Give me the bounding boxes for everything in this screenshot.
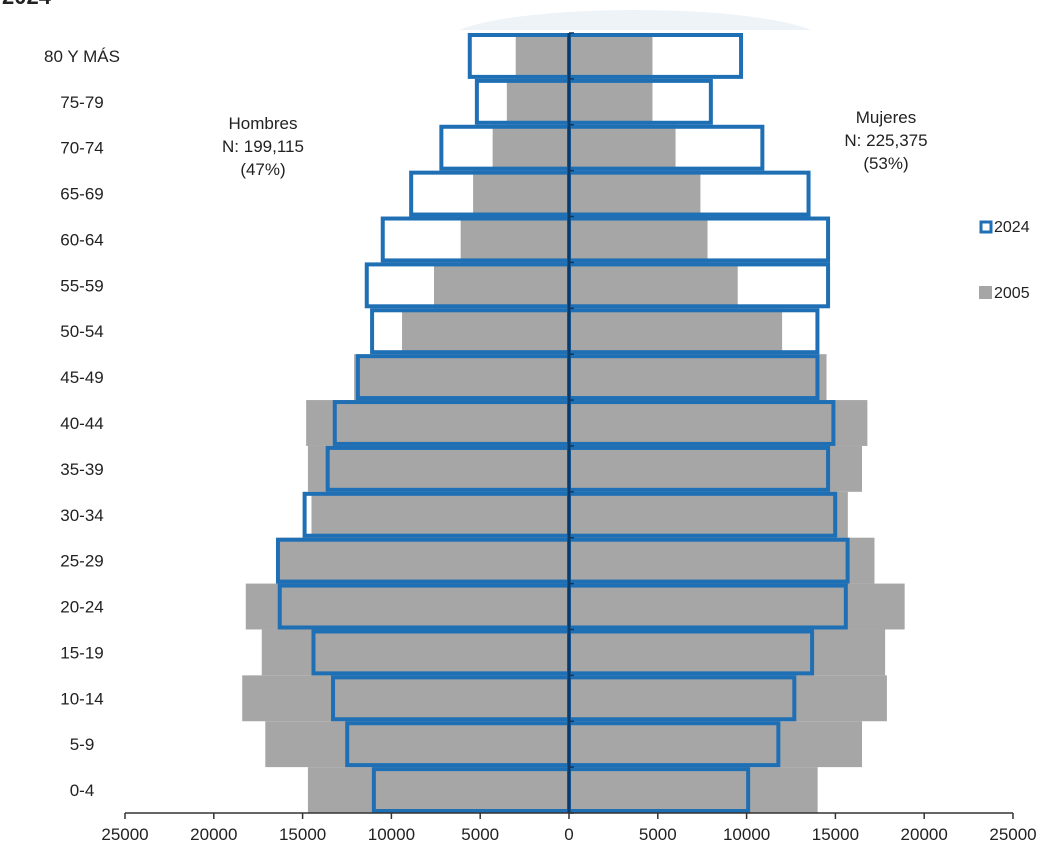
x-tick-label: 15000 bbox=[279, 825, 326, 844]
y-tick-label: 45-49 bbox=[60, 368, 103, 387]
male-annotation-line: N: 199,115 bbox=[222, 137, 304, 156]
bar-2005-female bbox=[569, 400, 868, 446]
y-tick-label: 40-44 bbox=[60, 414, 103, 433]
bar-2005-female bbox=[569, 537, 875, 584]
legend-label-2005: 2005 bbox=[994, 285, 1030, 302]
bar-2005-female bbox=[569, 721, 863, 768]
bar-2005-male bbox=[473, 170, 569, 217]
bar-2005-female bbox=[569, 78, 653, 125]
male-annotation-line: (47%) bbox=[240, 160, 285, 179]
x-tick-label: 10000 bbox=[723, 825, 770, 844]
bar-2005-male bbox=[242, 675, 569, 722]
x-tick-label: 5000 bbox=[639, 825, 677, 844]
chart-title: 2024 bbox=[2, 0, 52, 9]
x-tick-label: 20000 bbox=[901, 825, 948, 844]
y-axis-labels: 0-4 5-9 10-14 15-19 20-24 25-29 30-34 35-39 40-4… bbox=[44, 47, 120, 800]
y-tick-label: 60-64 bbox=[60, 230, 103, 249]
bar-2005-female bbox=[569, 629, 886, 676]
male-annotation: Hombres N: 199,115 (47%) bbox=[222, 114, 304, 179]
bar-2005-male bbox=[245, 583, 569, 630]
y-tick-label: 25-29 bbox=[60, 552, 103, 571]
x-tick-label: 5000 bbox=[461, 825, 499, 844]
bar-2005-male bbox=[307, 767, 569, 813]
bar-2005-female bbox=[569, 216, 708, 263]
x-tick-label: 25000 bbox=[101, 825, 148, 844]
bar-2005-female bbox=[569, 124, 676, 171]
bar-2005-male bbox=[515, 33, 569, 79]
x-tick-label: 0 bbox=[564, 825, 573, 844]
series-2005-bars bbox=[242, 33, 905, 813]
female-annotation-line: (53%) bbox=[863, 154, 908, 173]
bar-2005-male bbox=[506, 78, 569, 125]
bar-2005-male bbox=[265, 721, 569, 768]
y-tick-label: 0-4 bbox=[70, 781, 95, 800]
female-annotation-line: N: 225,375 bbox=[844, 131, 927, 150]
bar-2005-male bbox=[460, 216, 569, 263]
legend-label-2024: 2024 bbox=[994, 219, 1030, 236]
bar-2005-female bbox=[569, 767, 818, 813]
bar-2005-male bbox=[354, 354, 569, 401]
bar-2005-female bbox=[569, 308, 783, 355]
x-tick-label: 10000 bbox=[368, 825, 415, 844]
y-tick-label: 20-24 bbox=[60, 598, 103, 617]
legend-swatch-2005 bbox=[979, 286, 992, 299]
legend-swatch-2024 bbox=[979, 220, 993, 234]
bar-2005-female bbox=[569, 445, 863, 492]
bar-2005-male bbox=[261, 629, 569, 676]
bar-2005-female bbox=[569, 33, 653, 79]
y-tick-label: 55-59 bbox=[60, 276, 103, 295]
female-annotation-line: Mujeres bbox=[856, 108, 916, 127]
bar-2005-male bbox=[492, 124, 569, 171]
x-axis: 25000 20000 15000 10000 5000 0 5000 10000 15000 2… bbox=[101, 32, 1037, 844]
bar-2005-male bbox=[306, 400, 569, 446]
bar-2005-male bbox=[311, 491, 569, 538]
y-tick-label: 5-9 bbox=[70, 735, 95, 754]
bar-2005-male bbox=[307, 445, 569, 492]
female-annotation: Mujeres N: 225,375 (53%) bbox=[844, 108, 927, 173]
male-annotation-line: Hombres bbox=[229, 114, 298, 133]
bar-2005-female bbox=[569, 491, 848, 538]
y-tick-label: 70-74 bbox=[60, 139, 103, 158]
bar-2005-female bbox=[569, 262, 738, 309]
y-tick-label: 15-19 bbox=[60, 643, 103, 662]
x-tick-label: 15000 bbox=[812, 825, 859, 844]
x-tick-label: 25000 bbox=[989, 825, 1036, 844]
y-tick-label: 75-79 bbox=[60, 93, 103, 112]
bar-2005-male bbox=[277, 537, 569, 584]
x-tick-label: 20000 bbox=[190, 825, 237, 844]
y-tick-label: 30-34 bbox=[60, 506, 103, 525]
y-tick-label: 65-69 bbox=[60, 185, 103, 204]
bar-2005-male bbox=[434, 262, 569, 309]
bar-2005-female bbox=[569, 354, 827, 401]
bar-2005-female bbox=[569, 675, 887, 722]
y-tick-label: 35-39 bbox=[60, 460, 103, 479]
legend: 2024 2005 bbox=[979, 219, 1030, 302]
bar-2005-female bbox=[569, 170, 701, 217]
bar-2005-male bbox=[402, 308, 569, 355]
bar-2005-female bbox=[569, 583, 905, 630]
y-tick-label: 80 Y MÁS bbox=[44, 47, 120, 66]
y-tick-label: 50-54 bbox=[60, 322, 103, 341]
y-tick-label: 10-14 bbox=[60, 689, 103, 708]
